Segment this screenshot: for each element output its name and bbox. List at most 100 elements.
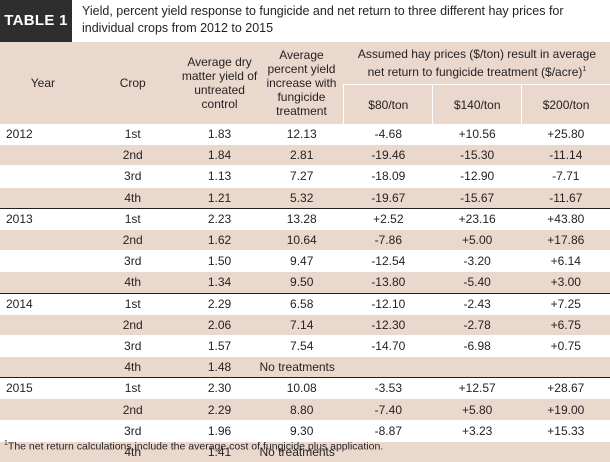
cell-price-140: -2.78 — [432, 314, 522, 336]
cell-year — [0, 229, 86, 252]
cell-price-140: +3.23 — [432, 420, 522, 442]
col-header-yield-increase: Average percent yield increase with fung… — [259, 42, 344, 124]
cell-price-200: +6.14 — [521, 250, 610, 273]
cell-price-80: -3.53 — [343, 377, 433, 400]
cell-dry-matter: 1.96 — [179, 420, 260, 442]
footnote: 1The net return calculations include the… — [4, 440, 383, 453]
cell-price-80: -19.46 — [343, 144, 433, 167]
cell-price-140: +10.56 — [432, 124, 522, 146]
cell-year: 2013 — [0, 207, 86, 230]
cell-price-200: +17.86 — [521, 229, 610, 252]
cell-price-200: +19.00 — [521, 398, 610, 421]
table-row: 3rd 1.96 9.30 -8.87 +3.23 +15.33 — [0, 420, 610, 442]
cell-price-200: +28.67 — [521, 377, 610, 400]
cell-dry-matter: 1.62 — [179, 229, 260, 252]
cell-price-140: +5.00 — [432, 229, 522, 252]
table-header: Year Crop Average dry matter yield of un… — [0, 42, 610, 124]
cell-price-140: -15.67 — [432, 187, 522, 209]
cell-price-200: +3.00 — [521, 271, 610, 293]
table-row: 2012 1st 1.83 12.13 -4.68 +10.56 +25.80 — [0, 124, 610, 146]
cell-price-140: -5.40 — [432, 271, 522, 293]
cell-year — [0, 420, 86, 442]
col-header-price-200: $200/ton — [521, 84, 610, 124]
cell-yield-increase: 12.13 — [259, 124, 344, 146]
cell-price-140: -15.30 — [432, 144, 522, 167]
table-row: 4th 1.21 5.32 -19.67 -15.67 -11.67 — [0, 187, 610, 209]
footnote-text: The net return calculations include the … — [7, 440, 384, 453]
hay-prices-label: Assumed hay prices ($/ton) result in ave… — [357, 46, 597, 79]
cell-crop: 4th — [85, 441, 180, 462]
table-row: 2014 1st 2.29 6.58 -12.10 -2.43 +7.25 — [0, 292, 610, 315]
table-title: Yield, percent yield response to fungici… — [82, 4, 564, 35]
cell-price-200: -7.71 — [521, 165, 610, 188]
cell-price-80: -14.70 — [343, 335, 433, 358]
cell-yield-increase: 2.81 — [259, 144, 344, 167]
cell-price-200: +25.80 — [521, 124, 610, 146]
table-row: 2nd 2.29 8.80 -7.40 +5.80 +19.00 — [0, 398, 610, 421]
cell-yield-increase: 7.14 — [259, 314, 344, 336]
cell-dry-matter: 2.30 — [179, 377, 260, 400]
table-body: 2012 1st 1.83 12.13 -4.68 +10.56 +25.80 2nd 1.84… — [0, 124, 610, 462]
cell-year: 2012 — [0, 124, 86, 146]
cell-price-80: -12.10 — [343, 292, 433, 315]
cell-crop: 1st — [85, 124, 180, 146]
cell-year — [0, 271, 86, 293]
cell-dry-matter: 1.57 — [179, 335, 260, 358]
cell-price-140: +12.57 — [432, 377, 522, 400]
cell-crop: 1st — [85, 377, 180, 400]
cell-dry-matter: 2.23 — [179, 207, 260, 230]
cell-yield-increase: 7.27 — [259, 165, 344, 188]
cell-crop: 4th — [85, 356, 180, 378]
cell-crop: 2nd — [85, 144, 180, 167]
cell-dry-matter: 1.41 — [179, 441, 260, 462]
footnote-marker: 1 — [582, 65, 587, 73]
cell-price-200: +43.80 — [521, 207, 610, 230]
cell-price-80: -4.68 — [343, 124, 433, 146]
cell-year — [0, 441, 86, 462]
cell-dry-matter: 1.21 — [179, 187, 260, 209]
table-row: 2nd 2.06 7.14 -12.30 -2.78 +6.75 — [0, 314, 610, 336]
cell-price-200: -11.67 — [521, 187, 610, 209]
table-row: 3rd 1.57 7.54 -14.70 -6.98 +0.75 — [0, 335, 610, 358]
cell-crop: 3rd — [85, 420, 180, 442]
cell-crop: 4th — [85, 187, 180, 209]
cell-crop: 3rd — [85, 165, 180, 188]
cell-year — [0, 398, 86, 421]
cell-price-80: -19.67 — [343, 187, 433, 209]
cell-crop: 1st — [85, 292, 180, 315]
cell-dry-matter: 1.83 — [179, 124, 260, 146]
cell-price-80: -18.09 — [343, 165, 433, 188]
cell-price-200: +15.33 — [521, 420, 610, 442]
cell-price-80: -12.30 — [343, 314, 433, 336]
cell-price-140: +5.80 — [432, 398, 522, 421]
cell-dry-matter: 1.48 — [179, 356, 260, 378]
cell-dry-matter: 2.06 — [179, 314, 260, 336]
cell-crop: 2nd — [85, 398, 180, 421]
cell-note: No treatments — [259, 441, 610, 462]
cell-yield-increase: 5.32 — [259, 187, 344, 209]
cell-price-80: +2.52 — [343, 207, 433, 230]
cell-price-80: -7.86 — [343, 229, 433, 252]
cell-price-80: -7.40 — [343, 398, 433, 421]
cell-yield-increase: 9.50 — [259, 271, 344, 293]
cell-year — [0, 250, 86, 273]
col-header-price-80: $80/ton — [343, 84, 433, 124]
col-header-crop: Crop — [85, 42, 180, 124]
table-row: 2nd 1.84 2.81 -19.46 -15.30 -11.14 — [0, 144, 610, 167]
table-label: TABLE 1 — [0, 0, 72, 42]
table-title-bar: TABLE 1 Yield, percent yield response to… — [0, 0, 610, 42]
cell-price-80: -13.80 — [343, 271, 433, 293]
footnote-number: 1 — [4, 440, 8, 447]
cell-crop: 4th — [85, 271, 180, 293]
cell-price-140: -2.43 — [432, 292, 522, 315]
table-row: 2015 1st 2.30 10.08 -3.53 +12.57 +28.67 — [0, 377, 610, 400]
cell-yield-increase: 7.54 — [259, 335, 344, 358]
cell-price-80: -12.54 — [343, 250, 433, 273]
cell-year — [0, 165, 86, 188]
cell-yield-increase: 9.47 — [259, 250, 344, 273]
cell-yield-increase: 13.28 — [259, 207, 344, 230]
table-row: 4th 1.41 No treatments — [0, 441, 610, 462]
cell-yield-increase: 9.30 — [259, 420, 344, 442]
col-header-year: Year — [0, 42, 86, 124]
cell-price-200: +0.75 — [521, 335, 610, 358]
